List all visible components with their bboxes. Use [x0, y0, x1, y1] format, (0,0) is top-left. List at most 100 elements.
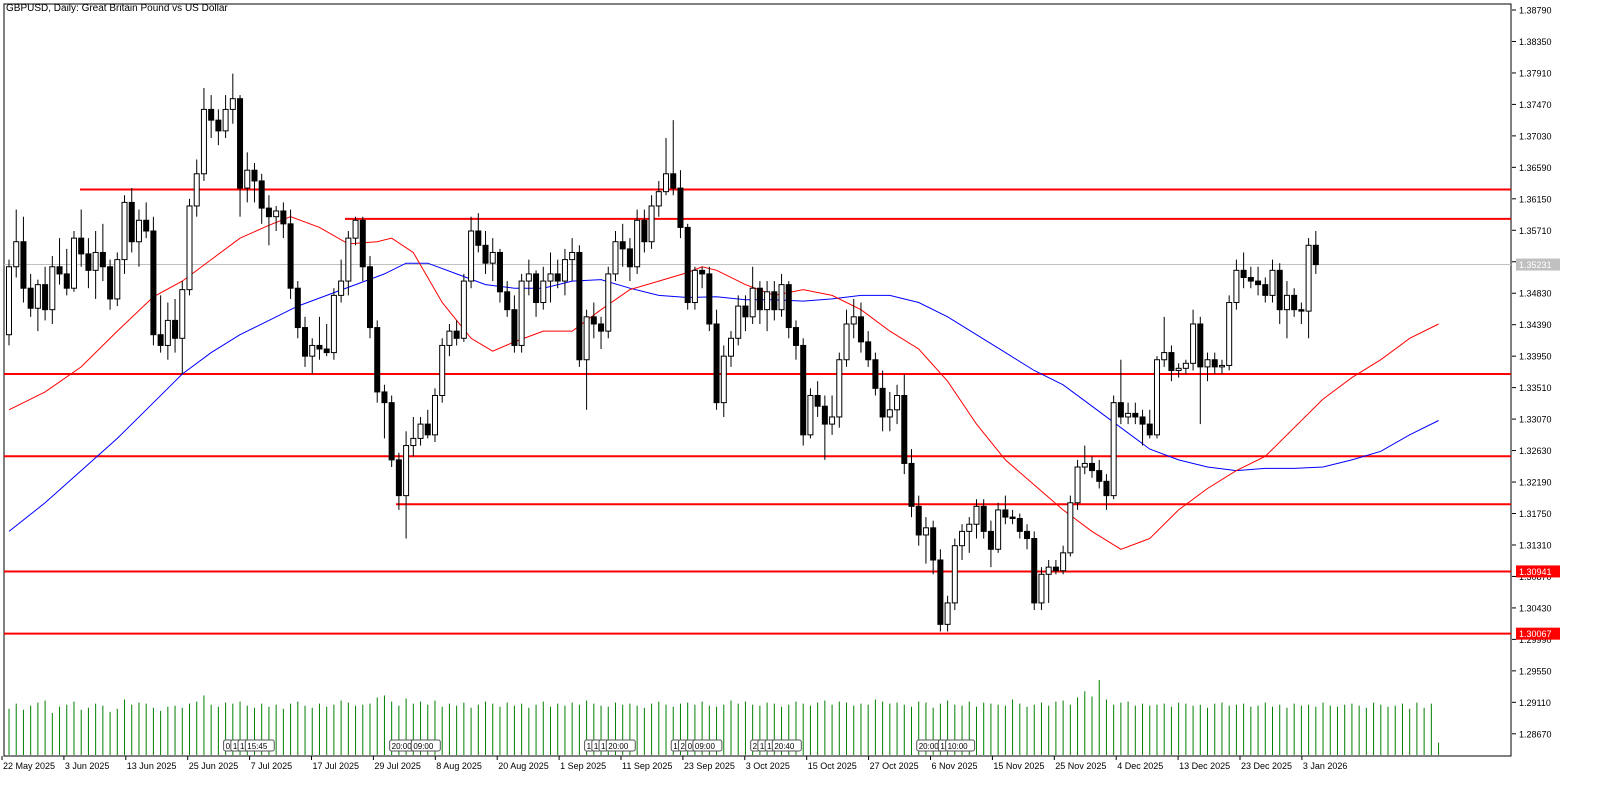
candle-body [1255, 280, 1262, 286]
candle-body [200, 108, 207, 175]
candle-body [1218, 364, 1225, 368]
current-price-box [1516, 258, 1560, 271]
candle-body [128, 201, 135, 243]
candle-body [1190, 323, 1197, 364]
candle-body [114, 259, 121, 300]
candle-body [807, 394, 814, 436]
y-tick-label: 1.36590 [1519, 163, 1552, 173]
event-marker-box [692, 739, 723, 752]
candle-body [489, 251, 496, 264]
candle-body [63, 273, 70, 289]
candle-body [1031, 538, 1038, 604]
candle-body [930, 527, 937, 561]
candle-body [944, 602, 951, 625]
candle-body [908, 462, 915, 507]
event-marker-label: 1 [760, 742, 765, 751]
x-tick-label: 13 Dec 2025 [1179, 761, 1230, 771]
candle-body [1305, 244, 1312, 312]
y-tick-label: 1.35710 [1519, 226, 1552, 236]
x-tick-label: 8 Aug 2025 [436, 761, 482, 771]
candle-body [728, 337, 734, 357]
y-tick-label: 1.38790 [1519, 6, 1552, 16]
x-tick-label: 29 Jul 2025 [374, 761, 421, 771]
candle-body [453, 330, 460, 339]
candle-body [561, 259, 568, 282]
candle-body [381, 391, 388, 404]
candle-body [1103, 480, 1110, 497]
candle-body [980, 505, 987, 532]
candle-body [388, 402, 395, 461]
candle-body [872, 359, 879, 389]
candle-body [309, 344, 316, 357]
candle-body [164, 319, 171, 346]
chart-title: GBPUSD, Daily: Great Britain Pound vs US… [6, 3, 228, 14]
candle-body [6, 266, 12, 336]
y-tick-label: 1.28670 [1519, 729, 1552, 739]
candle-body [699, 269, 706, 275]
candle-body [1096, 470, 1103, 482]
candle-body [569, 251, 576, 261]
y-tick-label: 1.37030 [1519, 131, 1552, 141]
y-tick-label: 1.38350 [1519, 37, 1552, 47]
candle-body [1291, 294, 1298, 311]
candle-body [1052, 566, 1059, 572]
candle-body [431, 394, 438, 436]
candle-body [1002, 509, 1009, 518]
candle-body [273, 210, 280, 218]
candle-body [850, 316, 857, 325]
candle-body [92, 251, 99, 271]
candle-body [677, 187, 684, 228]
candle-body [475, 230, 482, 246]
candle-body [1081, 462, 1088, 468]
event-marker-box [771, 739, 802, 752]
candle-body [172, 319, 179, 339]
candle-body [1233, 269, 1240, 304]
candle-body [56, 266, 63, 275]
candle-body [338, 280, 345, 296]
candle-body [742, 305, 749, 318]
candle-body [973, 505, 980, 525]
candle-body [294, 287, 301, 329]
candle-body [756, 287, 763, 311]
candle-body [937, 559, 944, 625]
candle-body [800, 344, 807, 436]
candle-body [915, 505, 922, 536]
candle-body [959, 530, 966, 547]
event-marker-label: 09:00 [695, 742, 716, 751]
candle-body [966, 523, 973, 532]
y-tick-label: 1.34830 [1519, 289, 1552, 299]
candle-body [641, 219, 648, 243]
candle-body [1089, 462, 1095, 472]
level-price-box [1516, 565, 1560, 578]
candle-body [684, 226, 691, 304]
candle-body [1110, 402, 1117, 497]
candle-body [533, 273, 540, 304]
candle-body [605, 273, 612, 332]
candle-body [208, 108, 215, 121]
candle-body [193, 173, 200, 207]
candle-body [894, 394, 901, 411]
candle-body [1132, 412, 1139, 418]
candle-body [821, 405, 828, 425]
candle-body [258, 180, 265, 209]
candle-body [330, 294, 337, 354]
candle-body [1153, 359, 1160, 436]
candle-body [879, 387, 886, 418]
candle-body [316, 344, 323, 350]
candle-body [987, 530, 994, 550]
candle-body [634, 219, 641, 268]
y-tick-label: 1.36150 [1519, 194, 1552, 204]
candle-body [540, 280, 547, 304]
event-marker-label: 20:40 [774, 742, 795, 751]
candle-body [619, 241, 626, 250]
candle-body [1312, 244, 1319, 266]
candle-body [1024, 530, 1031, 540]
candle-body [713, 323, 720, 404]
candle-body [395, 459, 402, 497]
y-tick-label: 1.33070 [1519, 415, 1552, 425]
candle-body [280, 210, 287, 225]
event-marker-box [244, 739, 275, 752]
x-tick-label: 3 Jun 2025 [65, 761, 110, 771]
